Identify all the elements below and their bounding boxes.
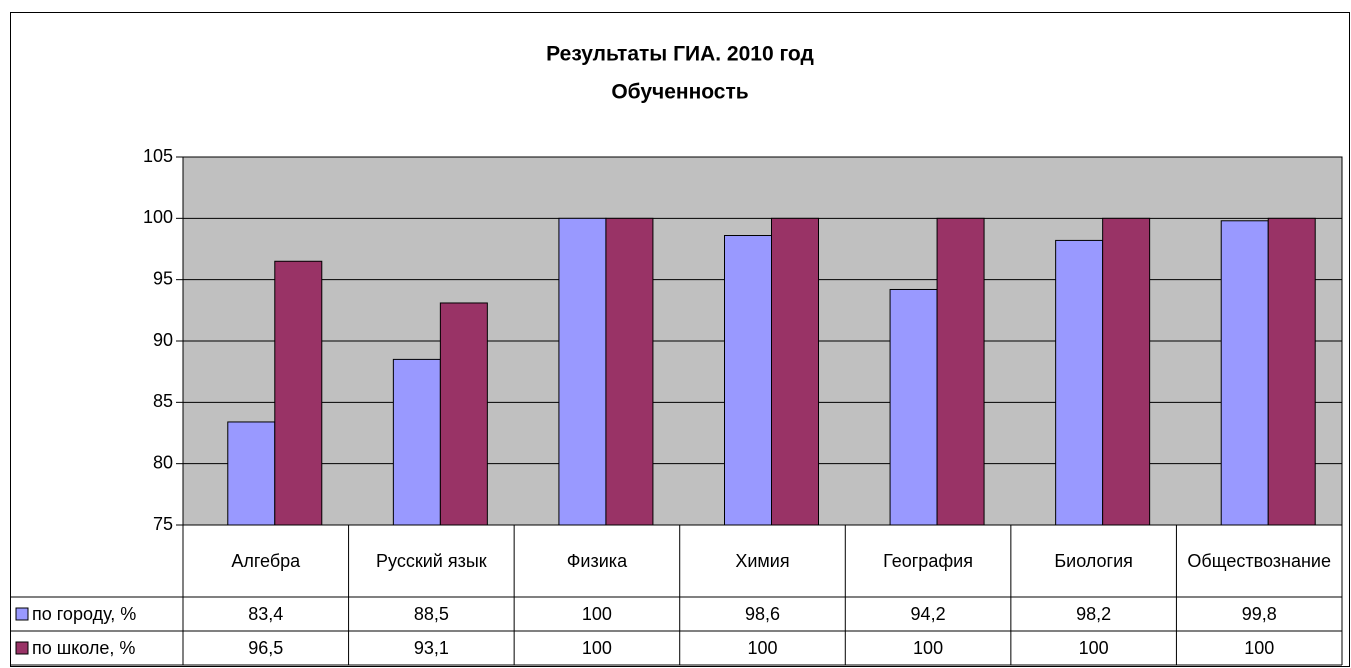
y-tick-label: 95 — [153, 268, 173, 288]
y-tick-label: 105 — [143, 146, 173, 166]
legend-swatch — [15, 641, 29, 655]
y-tick-label: 85 — [153, 391, 173, 411]
legend-label: по городу, % — [32, 604, 136, 624]
category-label: География — [883, 551, 973, 571]
table-value: 98,2 — [1076, 604, 1111, 624]
table-value: 93,1 — [414, 638, 449, 658]
y-tick-label: 100 — [143, 207, 173, 227]
table-value: 100 — [747, 638, 777, 658]
legend-swatch — [15, 607, 29, 621]
bar — [558, 217, 607, 526]
table-value: 100 — [582, 638, 612, 658]
y-tick-label: 90 — [153, 330, 173, 350]
y-tick-label: 80 — [153, 452, 173, 472]
legend-label: по школе, % — [32, 638, 135, 658]
bar — [771, 217, 819, 526]
bar — [227, 421, 276, 526]
table-value: 94,2 — [911, 604, 946, 624]
table-value: 96,5 — [248, 638, 283, 658]
table-value: 99,8 — [1242, 604, 1277, 624]
category-label: Русский язык — [376, 551, 487, 571]
table-value: 83,4 — [248, 604, 283, 624]
table-value: 100 — [913, 638, 943, 658]
category-label: Обществознание — [1187, 551, 1331, 571]
bar — [889, 288, 938, 526]
chart-title: Результаты ГИА. 2010 год — [546, 43, 814, 66]
chart-subtitle: Обученность — [611, 81, 748, 104]
y-tick-label: 75 — [153, 514, 173, 534]
bar — [1055, 239, 1104, 526]
bar — [724, 235, 772, 526]
bar — [936, 217, 985, 526]
bar — [605, 217, 654, 526]
category-label: Биология — [1054, 551, 1133, 571]
table-value: 100 — [582, 604, 612, 624]
category-label: Химия — [735, 551, 790, 571]
bar — [439, 302, 488, 526]
category-label: Алгебра — [231, 551, 301, 571]
table-value: 98,6 — [745, 604, 780, 624]
bar — [1220, 220, 1269, 526]
table-value: 100 — [1244, 638, 1274, 658]
table-value: 88,5 — [414, 604, 449, 624]
category-label: Физика — [566, 551, 628, 571]
bar — [1267, 217, 1316, 526]
bar — [1102, 217, 1151, 526]
table-value: 100 — [1079, 638, 1109, 658]
bar — [392, 358, 441, 526]
bar — [274, 260, 323, 526]
